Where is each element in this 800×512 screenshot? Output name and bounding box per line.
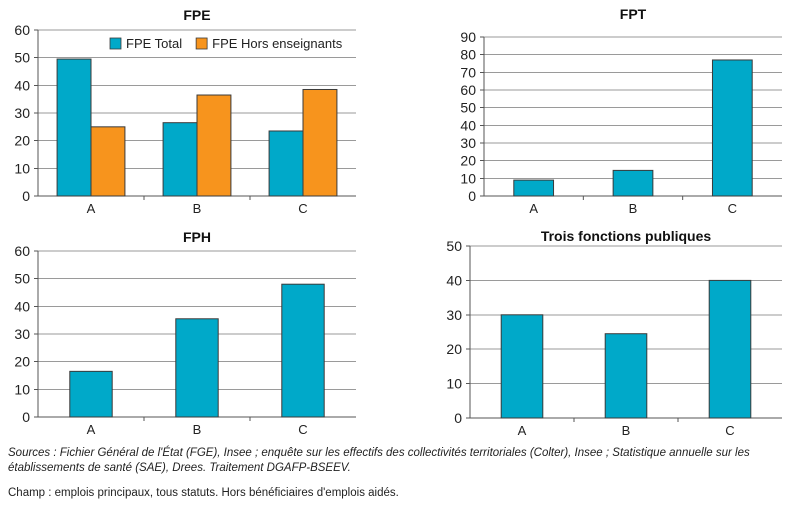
legend-swatch [109,37,122,50]
bar-c-s1 [708,279,752,419]
y-tick-label: 50 [446,238,462,254]
y-tick-label: 10 [460,170,476,186]
y-tick-label: 10 [446,376,462,392]
bar-a-s1 [56,58,92,197]
y-tick-label: 50 [460,100,476,116]
chart-title: Trois fonctions publiques [541,228,712,244]
bar-b-s1 [604,333,648,419]
x-tick-label: C [728,201,737,216]
x-tick-label: B [193,201,202,216]
chart-fph: FPH 0 10 20 30 40 50 60 A B C [14,229,356,437]
bar-c-s1 [281,283,325,418]
y-tick-label: 0 [22,409,30,425]
y-tick-label: 20 [446,341,462,357]
y-tick-label: 80 [460,47,476,63]
x-tick-label: B [622,423,631,438]
bar-a-s2 [90,126,126,197]
y-tick-label: 60 [14,243,30,259]
y-tick-label: 0 [454,410,462,426]
bar-b-s2 [196,94,232,197]
y-tick-label: 10 [14,381,30,397]
y-tick-label: 50 [14,271,30,287]
x-tick-label: A [529,201,538,216]
legend-label: FPE Hors enseignants [212,36,343,51]
chart-fpe: FPE 0 10 20 30 40 50 60 A B C FPE Total FPE Hors ens… [14,7,356,216]
legend-swatch [195,37,208,50]
y-tick-label: 60 [460,82,476,98]
y-tick-label: 40 [14,77,30,93]
bar-a-s1 [513,179,555,197]
chart-title: FPT [620,6,647,22]
chart-trois: Trois fonctions publiques 0 10 20 30 40 50 A B C [446,228,782,438]
bar-c-s2 [302,88,338,197]
x-tick-label: B [193,422,202,437]
bar-b-s1 [175,318,219,418]
y-tick-label: 90 [460,29,476,45]
y-tick-label: 40 [14,298,30,314]
bar-b-s1 [612,169,654,197]
x-tick-label: C [298,201,307,216]
y-tick-label: 30 [446,307,462,323]
y-tick-label: 40 [460,117,476,133]
y-tick-label: 70 [460,64,476,80]
y-tick-label: 0 [22,188,30,204]
y-tick-label: 60 [14,22,30,38]
bar-a-s1 [69,370,113,418]
y-tick-label: 20 [14,133,30,149]
y-tick-label: 50 [14,50,30,66]
sources-note: Sources : Fichier Général de l'État (FGE… [8,447,750,474]
chart-title: FPH [183,229,211,245]
y-tick-label: 40 [446,272,462,288]
bar-b-s1 [162,122,198,197]
y-tick-label: 0 [468,188,476,204]
y-tick-label: 20 [14,354,30,370]
x-tick-label: B [629,201,638,216]
chart-title: FPE [183,7,210,23]
bar-a-s1 [500,314,544,419]
champ-note: Champ : emplois principaux, tous statuts… [8,487,399,499]
x-tick-label: A [87,201,96,216]
bar-c-s1 [711,59,753,197]
x-tick-label: A [518,423,527,438]
bar-c-s1 [268,130,304,197]
x-tick-label: C [298,422,307,437]
y-tick-label: 30 [14,105,30,121]
y-tick-label: 30 [14,326,30,342]
legend-label: FPE Total [126,36,182,51]
x-tick-label: C [725,423,734,438]
y-tick-label: 30 [460,135,476,151]
x-tick-label: A [87,422,96,437]
y-tick-label: 20 [460,153,476,169]
y-tick-label: 10 [14,160,30,176]
